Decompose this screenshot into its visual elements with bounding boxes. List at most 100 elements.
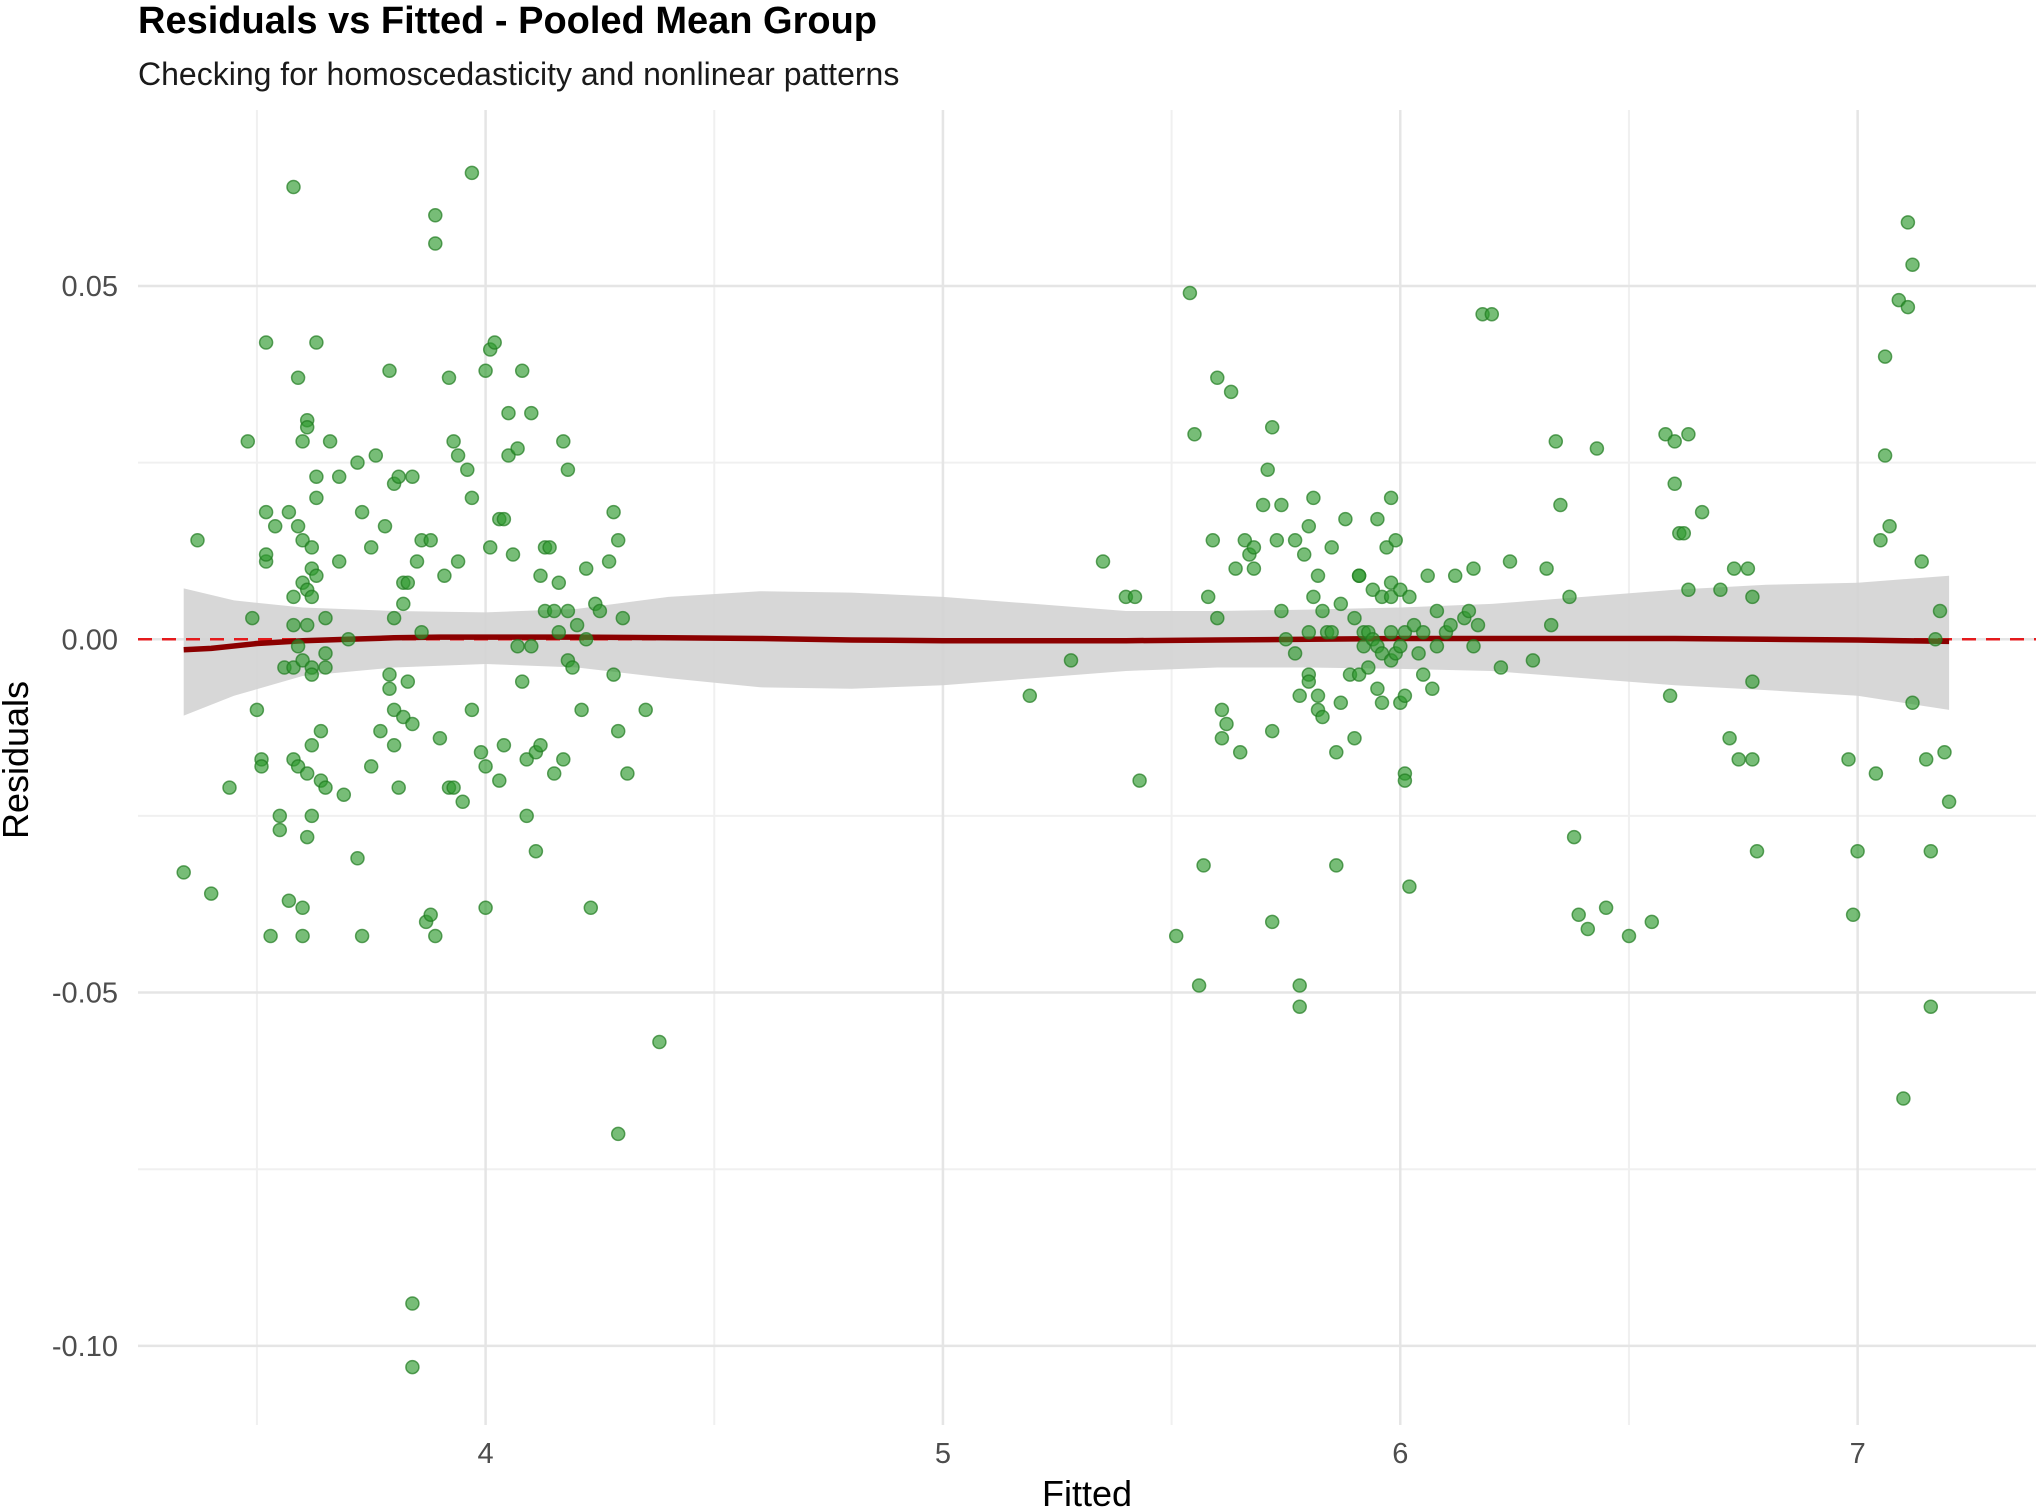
data-point (386, 737, 402, 753)
data-point (382, 681, 397, 696)
data-point (610, 723, 626, 739)
data-point (1274, 497, 1289, 513)
data-point (473, 745, 489, 760)
data-point (1347, 610, 1362, 626)
data-point (1301, 674, 1317, 689)
data-point (432, 730, 448, 746)
data-point (1287, 646, 1303, 661)
data-point (1246, 561, 1262, 576)
data-point (304, 737, 320, 753)
data-point (341, 632, 356, 647)
data-point (1397, 688, 1413, 704)
data-point (1393, 639, 1408, 654)
data-point (1292, 999, 1307, 1014)
data-point (368, 448, 384, 463)
data-point (322, 434, 338, 449)
data-point (1553, 497, 1568, 513)
data-point (1063, 653, 1079, 668)
data-point (1644, 914, 1660, 930)
y-axis-ticks: -0.10 -0.05 0.00 0.05 (52, 271, 118, 1363)
data-point (405, 1296, 420, 1311)
data-point (1274, 603, 1289, 619)
data-point (249, 702, 265, 718)
data-point (1461, 603, 1477, 619)
data-point (652, 1034, 667, 1050)
data-point (1269, 533, 1285, 548)
data-point (487, 335, 502, 350)
data-point (569, 617, 585, 633)
data-point (1388, 533, 1403, 548)
data-point (524, 639, 539, 654)
data-point (1301, 624, 1317, 640)
data-point (1187, 427, 1202, 442)
data-point (1191, 978, 1207, 993)
data-point (354, 928, 370, 944)
data-point (258, 335, 274, 350)
data-point (309, 335, 324, 350)
points-layer (176, 165, 1957, 1375)
data-point (240, 434, 256, 449)
data-point (450, 554, 466, 569)
data-point (396, 596, 411, 612)
data-point (478, 759, 493, 774)
data-point (501, 405, 516, 421)
data-point (318, 610, 333, 626)
data-point (1182, 285, 1198, 301)
data-point (1731, 752, 1746, 767)
data-point (1306, 589, 1321, 605)
data-point (1621, 928, 1637, 944)
data-point (309, 568, 324, 583)
data-point (318, 660, 333, 675)
data-point (551, 575, 567, 590)
data-point (382, 363, 397, 378)
data-point (1296, 547, 1312, 562)
data-point (1210, 370, 1225, 386)
data-point (546, 603, 562, 619)
data-point (428, 928, 443, 944)
data-point (1196, 858, 1211, 873)
data-point (1882, 518, 1897, 534)
data-point (533, 568, 548, 583)
data-point (254, 759, 269, 774)
data-point (304, 540, 320, 555)
data-point (1338, 511, 1353, 527)
x-tick-label: 5 (935, 1438, 951, 1470)
data-point (290, 639, 306, 654)
x-tick-label: 6 (1392, 1438, 1408, 1470)
x-tick-label: 4 (478, 1438, 494, 1470)
data-point (1205, 533, 1221, 548)
data-point (565, 660, 580, 675)
data-point (524, 405, 539, 421)
data-point (373, 723, 388, 739)
y-tick-label: 0.00 (62, 624, 118, 656)
data-point (295, 928, 310, 944)
data-point (263, 928, 278, 944)
data-point (1287, 533, 1303, 548)
data-point (1493, 660, 1509, 675)
data-point (1370, 511, 1385, 527)
data-point (286, 589, 301, 605)
data-point (1900, 215, 1916, 230)
data-point (1347, 730, 1362, 746)
data-point (606, 667, 621, 682)
data-point (1571, 907, 1586, 923)
data-point (1667, 476, 1682, 492)
data-point (222, 780, 237, 795)
data-point (496, 511, 512, 527)
data-point (405, 469, 420, 484)
data-point (1429, 639, 1445, 654)
data-point (615, 610, 631, 626)
data-point (1722, 730, 1737, 746)
data-point (363, 759, 379, 774)
data-point (601, 554, 617, 569)
data-point (286, 179, 301, 195)
data-point (1726, 561, 1742, 576)
chart-title: Residuals vs Fitted - Pooled Mean Group (138, 0, 877, 42)
data-point (414, 624, 429, 640)
data-point (1877, 349, 1893, 364)
data-point (386, 610, 402, 626)
data-point (1429, 603, 1445, 619)
data-point (446, 780, 461, 795)
data-point (382, 667, 397, 682)
y-tick-label: -0.05 (52, 978, 118, 1010)
